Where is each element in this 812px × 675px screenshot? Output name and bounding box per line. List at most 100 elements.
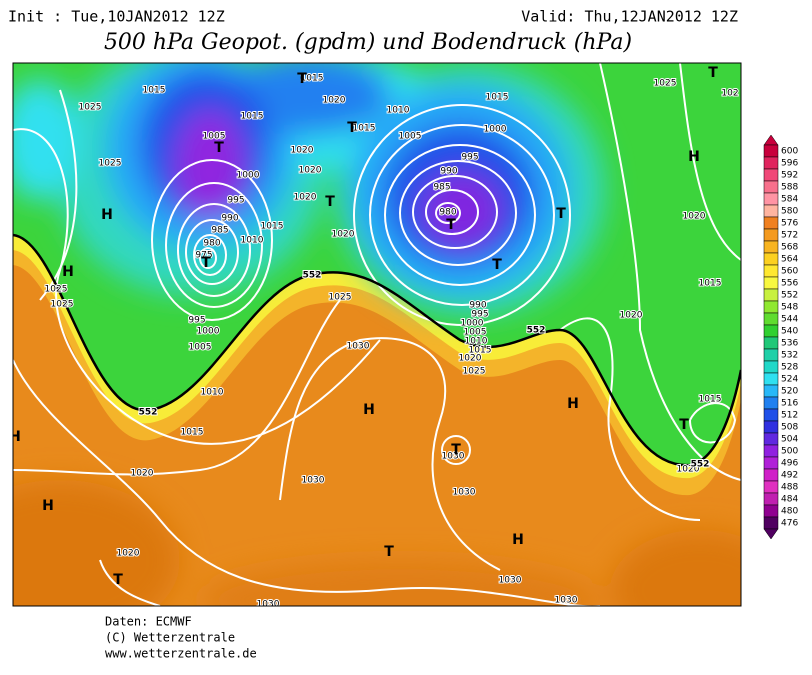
pressure-center: H xyxy=(62,264,74,280)
legend-label: 552 xyxy=(781,291,798,301)
website: www.wetterzentrale.de xyxy=(105,647,257,661)
isobar-label: 1015 xyxy=(699,395,722,405)
isobar-label: 1015 xyxy=(241,112,264,122)
trough-shading xyxy=(13,63,605,315)
isobar-label: 1025 xyxy=(654,79,677,89)
isobar-label: 1030 xyxy=(555,596,578,606)
pressure-center: T xyxy=(347,120,357,136)
isobar-label: 1005 xyxy=(399,132,422,142)
pressure-center: T xyxy=(297,71,307,87)
pressure-center: H xyxy=(42,498,54,514)
contour-552 xyxy=(13,233,741,467)
isobar-label: 1005 xyxy=(203,132,226,142)
isobar-label: 1015 xyxy=(261,222,284,232)
contour-label: 552 xyxy=(527,326,546,336)
pressure-center: T xyxy=(679,417,689,433)
legend-label: 504 xyxy=(781,435,798,445)
isobar-label: 1000 xyxy=(197,327,220,337)
legend-tip xyxy=(763,134,779,146)
map-frame xyxy=(12,62,742,607)
isobar-label: 102 xyxy=(721,89,738,99)
pressure-center: T xyxy=(556,206,566,222)
legend-swatch xyxy=(763,336,779,350)
legend-label: 544 xyxy=(781,315,798,325)
pressure-center: H xyxy=(9,429,21,445)
legend-swatch xyxy=(763,288,779,302)
map-area: 1015102510251005100099599098598097510101… xyxy=(9,63,741,606)
copyright: (C) Wetterzentrale xyxy=(105,631,235,645)
legend-swatch xyxy=(763,348,779,362)
pressure-center: T xyxy=(214,140,224,156)
legend-swatch xyxy=(763,228,779,242)
isobar-label: 995 xyxy=(461,153,478,163)
isobar-label: 1020 xyxy=(131,469,154,479)
isobar-label: 1020 xyxy=(620,311,643,321)
isobar-label: 1020 xyxy=(332,230,355,240)
data-source: Daten: ECMWF xyxy=(105,615,192,629)
isobar-label: 985 xyxy=(211,226,228,236)
isobar-label: 1020 xyxy=(683,212,706,222)
pressure-center: T xyxy=(113,572,123,588)
isobar-label: 1025 xyxy=(99,159,122,169)
legend-label: 528 xyxy=(781,363,798,373)
isobar-label: 1000 xyxy=(237,171,260,181)
pressure-center: H xyxy=(688,149,700,165)
isobar-label: 995 xyxy=(471,310,488,320)
legend-label: 592 xyxy=(781,171,798,181)
legend-swatch xyxy=(763,156,779,170)
legend-label: 576 xyxy=(781,219,798,229)
legend-swatch xyxy=(763,384,779,398)
legend-swatch xyxy=(763,468,779,482)
isobar-label: 1015 xyxy=(353,124,376,134)
legend-swatch xyxy=(763,492,779,506)
pressure-center: T xyxy=(446,217,456,233)
isobars xyxy=(13,63,741,606)
isobar-label: 990 xyxy=(221,214,238,224)
isobar-label: 980 xyxy=(203,239,220,249)
legend-label: 548 xyxy=(781,303,798,313)
isobar-label: 1010 xyxy=(465,337,488,347)
isobar-label: 1010 xyxy=(201,388,224,398)
contour-label: 552 xyxy=(303,271,322,281)
isobar-label: 1025 xyxy=(79,103,102,113)
isobar-label: 980 xyxy=(439,208,456,218)
legend-label: 480 xyxy=(781,507,798,517)
contour-label: 552 xyxy=(139,408,158,418)
isobar-label: 1020 xyxy=(299,166,322,176)
legend-swatch xyxy=(763,180,779,194)
isobar-label: 1025 xyxy=(45,285,68,295)
pressure-center: H xyxy=(567,396,579,412)
isobar-label: 1030 xyxy=(453,488,476,498)
isobar-label: 1025 xyxy=(51,300,74,310)
legend-label: 476 xyxy=(781,519,798,529)
color-legend: 600 596 592 588 584 580 576 572 568 564 560 556 552 5… xyxy=(763,134,798,540)
isobar-label: 1015 xyxy=(469,346,492,356)
legend-label: 532 xyxy=(781,351,798,361)
isobar-label: 990 xyxy=(469,301,486,311)
isobar-label: 1020 xyxy=(677,465,700,475)
isobar-label: 1020 xyxy=(291,146,314,156)
legend-swatch xyxy=(763,300,779,314)
legend-label: 516 xyxy=(781,399,798,409)
legend-swatch xyxy=(763,420,779,434)
isobar-label: 1020 xyxy=(323,96,346,106)
isobar-label: 1030 xyxy=(302,476,325,486)
legend-label: 492 xyxy=(781,471,798,481)
isobar-label: 1000 xyxy=(484,125,507,135)
legend-label: 564 xyxy=(781,255,798,265)
legend-label: 500 xyxy=(781,447,798,457)
legend-swatch xyxy=(763,192,779,206)
isobar-label: 1030 xyxy=(499,576,522,586)
isobar-label: 1015 xyxy=(143,86,166,96)
isobar-label: 995 xyxy=(188,316,205,326)
legend-label: 560 xyxy=(781,267,798,277)
legend-swatch xyxy=(763,480,779,494)
isobar-label: 1005 xyxy=(189,343,212,353)
legend-swatch xyxy=(763,432,779,446)
legend-swatch xyxy=(763,324,779,338)
pressure-center: T xyxy=(325,194,335,210)
legend-swatch xyxy=(763,276,779,290)
legend-swatch xyxy=(763,396,779,410)
legend-swatch xyxy=(763,312,779,326)
legend-label: 524 xyxy=(781,375,798,385)
